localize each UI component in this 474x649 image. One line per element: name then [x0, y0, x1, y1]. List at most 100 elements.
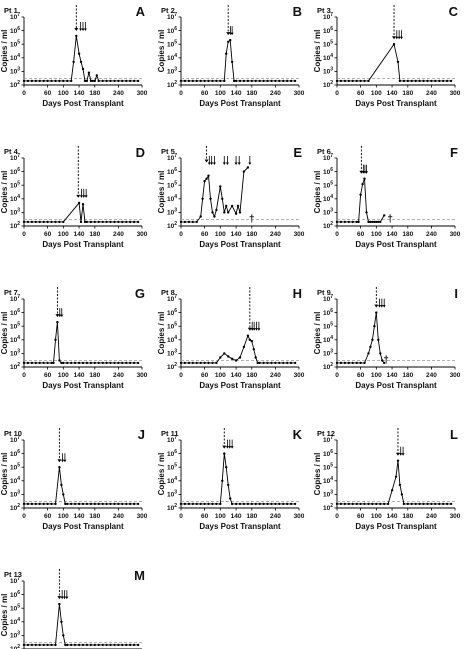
data-point [363, 502, 366, 506]
panel-letter: B [293, 4, 302, 19]
y-tick-label: 103 [167, 208, 177, 217]
y-tick-label: 105 [167, 321, 177, 330]
data-point [113, 220, 116, 224]
data-point [97, 220, 100, 224]
data-point [246, 166, 250, 169]
data-point [262, 79, 265, 83]
data-point [26, 361, 30, 365]
data-point [258, 361, 261, 365]
data-point [199, 502, 202, 506]
x-tick-label: 100 [215, 513, 226, 520]
x-tick-label: 300 [450, 513, 461, 520]
data-point [97, 79, 100, 83]
data-point [398, 79, 402, 83]
y-tick-label: 107 [10, 294, 20, 303]
x-tick-label: 0 [179, 231, 183, 238]
data-point [256, 361, 259, 365]
data-point [238, 502, 242, 506]
y-axis-title: Copies / ml [0, 171, 9, 214]
panel-letter: C [449, 4, 459, 19]
data-point [26, 502, 30, 506]
dashed-arrow-head [74, 28, 79, 32]
data-point [91, 79, 95, 83]
x-tick-label: 0 [179, 513, 183, 520]
y-axis-title: Copies / ml [313, 453, 322, 496]
y-tick-label: 107 [10, 576, 20, 585]
data-point [105, 643, 108, 647]
solid-arrow-head [237, 162, 241, 165]
data-point [246, 79, 250, 83]
data-point [77, 643, 81, 647]
solid-arrow-head [58, 314, 62, 318]
dashed-arrow-head [222, 445, 227, 449]
data-point [77, 361, 81, 365]
data-point [274, 502, 277, 506]
data-point [207, 174, 210, 177]
data-point [438, 502, 441, 506]
panel-title: Pt 7 [4, 288, 18, 297]
y-tick-label: 107 [167, 12, 177, 21]
y-tick-label: 103 [323, 349, 333, 358]
data-point [50, 361, 53, 365]
data-point [105, 361, 108, 365]
panel-letter: A [136, 4, 146, 19]
data-point [254, 356, 257, 359]
data-point [66, 361, 69, 365]
data-point [60, 620, 63, 623]
data-point [64, 502, 67, 506]
data-point [335, 361, 339, 365]
data-point [70, 643, 73, 647]
data-point [213, 215, 216, 218]
data-point [359, 502, 362, 506]
data-point [215, 79, 218, 83]
data-point [282, 79, 285, 83]
data-point [73, 643, 77, 647]
x-tick-label: 60 [44, 90, 52, 97]
data-point [379, 502, 382, 506]
y-tick-label: 107 [323, 12, 333, 21]
data-point [54, 79, 57, 83]
y-tick-label: 107 [323, 294, 333, 303]
panel-k: Pt 11 K 102 103 104 105 106 107 0 60 100 140 180 240 3… [157, 427, 305, 531]
data-point [335, 220, 339, 224]
y-tick-label: 103 [10, 631, 20, 640]
y-axis-title: Copies / ml [157, 30, 166, 73]
data-point [219, 502, 222, 506]
data-point [83, 220, 87, 224]
x-tick-label: 140 [387, 513, 398, 520]
data-point [343, 79, 347, 83]
y-tick-label: 103 [167, 349, 177, 358]
panel-letter: G [135, 286, 145, 301]
data-point [77, 52, 81, 55]
data-point [30, 361, 34, 365]
data-point [422, 502, 425, 506]
y-tick-label: 105 [10, 321, 20, 330]
data-point [373, 220, 376, 224]
data-point [195, 79, 198, 83]
data-point [60, 361, 63, 365]
data-point [183, 361, 187, 365]
data-point [369, 345, 372, 349]
x-tick-label: 180 [246, 231, 257, 238]
data-point [66, 79, 69, 83]
data-point [449, 79, 453, 83]
series-line [337, 178, 385, 223]
data-point [430, 79, 433, 83]
x-tick-label: 0 [179, 90, 183, 97]
y-axis-title: Copies / ml [313, 30, 322, 73]
solid-arrow-head [60, 314, 64, 318]
x-tick-label: 240 [270, 231, 281, 238]
x-tick-label: 60 [201, 372, 209, 379]
data-point [418, 79, 421, 83]
x-axis-title: Days Post Transplant [42, 240, 124, 249]
data-point [230, 204, 234, 208]
panel-g: Pt 7 G 102 103 104 105 106 107 0 60 100 140 180 240 30… [0, 286, 148, 390]
data-point [274, 79, 277, 83]
data-point [234, 79, 238, 83]
data-point [381, 359, 384, 362]
data-point [199, 79, 202, 83]
panel-title: Pt 8 [161, 288, 175, 297]
data-point [93, 220, 97, 224]
data-point [97, 502, 100, 506]
